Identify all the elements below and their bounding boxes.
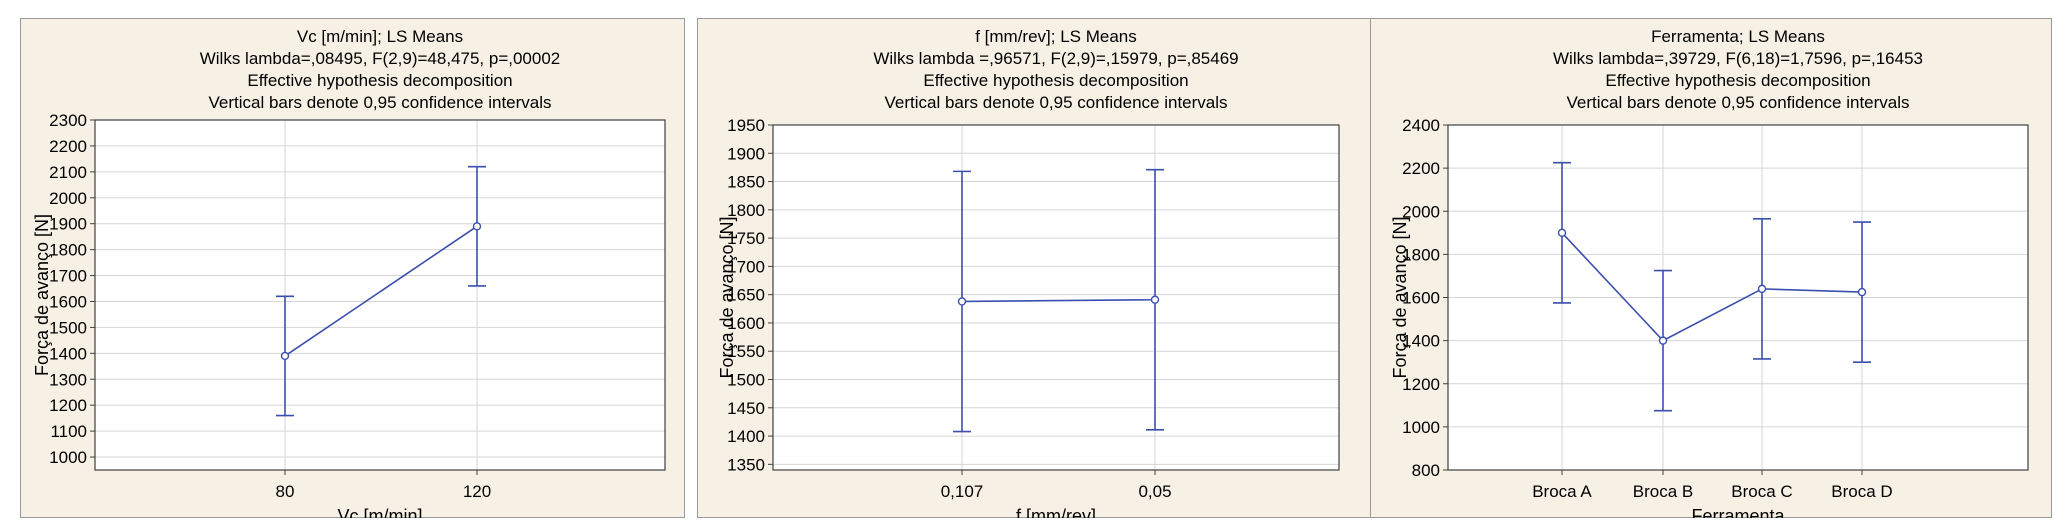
y-axis-label: Força de avanço [N] <box>717 216 737 378</box>
mean-point <box>957 297 967 306</box>
x-tick-label: 0,107 <box>941 482 984 501</box>
plot-frame <box>94 119 666 471</box>
x-axis-label: Ferramenta <box>1691 506 1785 518</box>
means-line <box>961 298 1156 303</box>
chart-title-line: Wilks lambda=,39729, F(6,18)=1,7596, p=,… <box>1553 49 1923 68</box>
mean-point <box>280 351 290 361</box>
chart-title-line: Ferramenta; LS Means <box>1651 27 1825 46</box>
x-tick-label: 120 <box>463 482 491 501</box>
y-tick-label: 1900 <box>727 144 765 163</box>
y-tick-label: 1550 <box>727 342 765 361</box>
y-tick-label: 1200 <box>1402 375 1440 394</box>
x-tick-label: 80 <box>276 482 295 501</box>
y-tick-label: 1800 <box>727 201 765 220</box>
y-tick-label: 1500 <box>49 318 87 337</box>
y-tick-label: 1700 <box>727 257 765 276</box>
plot-frame <box>772 124 1340 471</box>
y-tick-label: 2000 <box>1402 202 1440 221</box>
y-tick-label: 1350 <box>727 455 765 474</box>
y-tick-label: 1000 <box>49 448 87 467</box>
means-line <box>1561 232 1863 342</box>
chart-title-line: Effective hypothesis decomposition <box>923 71 1188 90</box>
y-tick-label: 1300 <box>49 370 87 389</box>
plot-frame <box>1447 124 2029 471</box>
chart-title-line: f [mm/rev]; LS Means <box>975 27 1137 46</box>
y-tick-label: 1100 <box>50 422 87 441</box>
chart-panel-2: f [mm/rev]; LS Means Wilks lambda =,96571… <box>697 18 1372 518</box>
y-tick-label: 2200 <box>1402 159 1440 178</box>
y-tick-label: 1750 <box>727 229 765 248</box>
mean-point <box>1658 336 1668 345</box>
y-tick-label: 2100 <box>49 163 87 182</box>
chart-title-line: Effective hypothesis decomposition <box>247 71 512 90</box>
y-tick-label: 1900 <box>49 215 87 234</box>
y-tick-label: 1650 <box>727 286 765 305</box>
plot-area <box>95 120 665 470</box>
y-tick-label: 1200 <box>49 396 87 415</box>
chart-panel-3: Ferramenta; LS Means Wilks lambda=,39729,… <box>1370 18 2052 518</box>
mean-point <box>1557 228 1567 238</box>
x-tick-label: Broca A <box>1532 482 1592 501</box>
y-tick-label: 2400 <box>1402 116 1440 135</box>
x-tick-label: 0,05 <box>1138 482 1171 501</box>
chart-title-line: Vc [m/min]; LS Means <box>297 27 463 46</box>
y-axis-label: Força de avanço [N] <box>1390 216 1410 378</box>
y-tick-label: 1800 <box>49 241 87 260</box>
chart-title-line: Vertical bars denote 0,95 confidence int… <box>1566 93 1909 112</box>
y-tick-label: 2000 <box>49 189 87 208</box>
x-tick-label: Broca B <box>1633 482 1693 501</box>
y-tick-label: 2300 <box>49 111 87 130</box>
mean-point <box>1857 287 1867 297</box>
chart-title-line: Wilks lambda =,96571, F(2,9)=,15979, p=,… <box>873 49 1238 68</box>
mean-point <box>1150 295 1160 304</box>
plot-area <box>773 125 1339 470</box>
chart-panel-1: Vc [m/min]; LS Means Wilks lambda=,08495,… <box>20 18 685 518</box>
y-axis-label: Força de avanço [N] <box>32 214 52 376</box>
y-tick-label: 1600 <box>727 314 765 333</box>
y-tick-label: 1400 <box>727 427 765 446</box>
y-tick-label: 2200 <box>49 137 87 156</box>
means-line <box>284 225 478 357</box>
mean-point <box>472 222 482 231</box>
chart-title-line: Vertical bars denote 0,95 confidence int… <box>884 93 1227 112</box>
y-tick-label: 1700 <box>49 267 87 286</box>
y-tick-label: 800 <box>1412 461 1440 480</box>
mean-point <box>1757 284 1767 294</box>
y-tick-label: 1500 <box>727 371 765 390</box>
x-tick-label: Broca D <box>1831 482 1892 501</box>
x-axis-label: f [mm/rev] <box>1016 506 1096 518</box>
y-tick-label: 1450 <box>727 399 765 418</box>
y-tick-label: 1400 <box>1402 332 1440 351</box>
y-tick-label: 1800 <box>1402 245 1440 264</box>
chart-title-line: Effective hypothesis decomposition <box>1605 71 1870 90</box>
chart-title-line: Wilks lambda=,08495, F(2,9)=48,475, p=,0… <box>200 49 561 68</box>
y-tick-label: 1850 <box>727 173 765 192</box>
y-tick-label: 1400 <box>49 344 87 363</box>
y-tick-label: 1950 <box>727 116 765 135</box>
x-tick-label: Broca C <box>1731 482 1792 501</box>
y-tick-label: 1600 <box>49 292 87 311</box>
y-tick-label: 1000 <box>1402 418 1440 437</box>
chart-title-line: Vertical bars denote 0,95 confidence int… <box>208 93 551 112</box>
y-tick-label: 1600 <box>1402 289 1440 308</box>
x-axis-label: Vc [m/min] <box>337 506 422 518</box>
